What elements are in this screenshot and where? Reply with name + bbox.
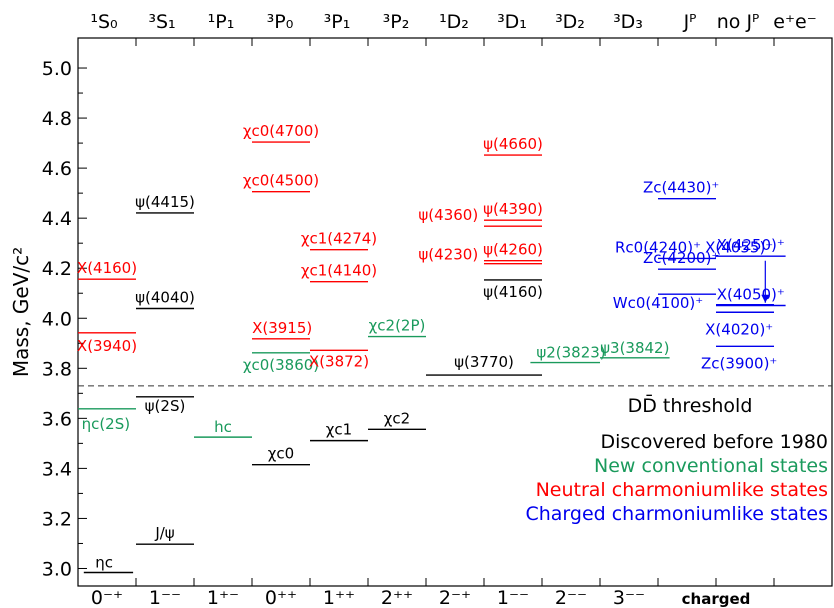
legend-entry: Charged charmoniumlike states [525, 503, 828, 525]
state-label: X(3915) [252, 319, 312, 337]
state-label: ηc [95, 553, 113, 571]
state-label: χc1(4274) [301, 230, 377, 248]
state-label: ψ(4160) [483, 283, 543, 301]
top-column-header: ³D₁ [497, 11, 527, 33]
state-label: ψ(4390) [483, 200, 543, 218]
state-label: ψ(4260) [483, 241, 543, 259]
y-tick-label: 3.4 [42, 458, 72, 480]
y-tick-label: 3.8 [42, 358, 72, 380]
state-label: X(4160) [77, 259, 137, 277]
top-column-header: ¹S₀ [90, 11, 117, 33]
state-label: X(4055)⁺ [705, 239, 773, 257]
top-column-header: ³S₁ [148, 11, 175, 33]
top-column-header: ³D₃ [613, 11, 643, 33]
state-label: ψ(2S) [145, 397, 186, 415]
state-label: ψ2(3823) [536, 344, 605, 362]
top-column-headers: ¹S₀ ³S₁ ¹P₁ ³P₀ ³P₁ ³P₂ ¹D₂ ³D₁ ³D₂ ³D₃ Jᴾ no Jᴾ e⁺e… [90, 11, 816, 33]
state-label: ψ3(3842) [600, 339, 669, 357]
top-column-header: ³P₀ [267, 11, 294, 33]
state-label: X(4050)⁺ [717, 285, 785, 303]
state-label: χc1(4140) [301, 262, 377, 280]
state-label: Zc(3900)⁺ [701, 354, 777, 372]
state-label: χc0(3860) [243, 356, 319, 374]
state-label: ψ(4360) [418, 206, 478, 224]
plot-border [77, 37, 833, 587]
state-label: ψ(3770) [454, 353, 514, 371]
bottom-column-header: 1⁻⁻ [497, 587, 529, 608]
bottom-column-header: 0⁻⁺ [91, 587, 123, 608]
state-label: Rc0(4240)⁺ [615, 238, 701, 256]
bottom-column-header: 2⁻⁻ [555, 587, 587, 608]
top-column-header: ³P₁ [324, 11, 351, 33]
bottom-column-header-charged: charged [682, 590, 751, 608]
state-label: Zc(4430)⁺ [643, 179, 719, 197]
top-column-header: ¹P₁ [208, 11, 235, 33]
y-tick-label: 4.6 [42, 158, 72, 180]
y-tick-label: 3.2 [42, 508, 72, 530]
y-tick-label: 4.2 [42, 258, 72, 280]
state-label: χc2 [384, 409, 410, 427]
y-tick-label: 3.6 [42, 408, 72, 430]
state-label: hc [214, 418, 232, 436]
state-label: X(3872) [309, 352, 369, 370]
dd-threshold: DD̄ threshold [78, 385, 832, 417]
top-column-header: Jᴾ [683, 11, 697, 33]
state-label: ψ(4660) [483, 135, 543, 153]
y-axis: 3.0 3.2 3.4 3.6 3.8 4.0 4.2 4.4 4.6 4.8 5.0 Mass, G… [9, 58, 87, 580]
bottom-column-header: 1⁺⁺ [323, 587, 355, 608]
state-label: ηc(2S) [82, 415, 131, 433]
y-tick-label: 4.4 [42, 208, 72, 230]
bottom-column-header: 1⁻⁻ [149, 587, 181, 608]
y-tick-label: 4.0 [42, 308, 72, 330]
state-label: χc1 [326, 421, 352, 439]
top-column-header: ³D₂ [555, 11, 585, 33]
legend-entry: New conventional states [594, 455, 828, 477]
threshold-label: DD̄ threshold [628, 392, 753, 416]
state-label: χc0 [268, 445, 294, 463]
top-column-header: e⁺e⁻ [773, 11, 816, 33]
top-column-header: no Jᴾ [717, 11, 760, 33]
state-label: Wc0(4100)⁺ [613, 294, 703, 312]
plot-frame [77, 37, 833, 587]
state-label: χc0(4500) [243, 172, 319, 190]
state-label: X(4250)⁺ [717, 236, 785, 254]
arrow-head [761, 294, 770, 303]
bottom-column-header: 1⁺⁻ [207, 587, 239, 608]
state-label: J/ψ [154, 524, 174, 542]
state-label: ψ(4040) [135, 288, 195, 306]
bottom-column-header: 2⁺⁺ [381, 587, 413, 608]
state-label: ψ(4415) [135, 193, 195, 211]
state-label: X(4020)⁺ [705, 320, 773, 338]
state-levels: ηc ηc(2S) X(3940) X(4160) J/ψ ψ(2S) ψ(4040) ψ(4… [77, 122, 786, 574]
top-column-header: ¹D₂ [439, 11, 469, 33]
state-label: X(3940) [77, 337, 137, 355]
legend-entry: Neutral charmoniumlike states [536, 479, 828, 501]
y-axis-label: Mass, GeV/c² [9, 247, 33, 377]
y-tick-label: 4.8 [42, 108, 72, 130]
y-tick-label: 5.0 [42, 58, 72, 80]
bottom-column-header: 3⁻⁻ [613, 587, 645, 608]
bottom-column-header: 0⁺⁺ [265, 587, 297, 608]
bottom-column-header: 2⁻⁺ [439, 587, 471, 608]
state-label: ψ(4230) [418, 246, 478, 264]
legend-entry: Discovered before 1980 [600, 431, 828, 453]
state-label: χc2(2P) [369, 317, 426, 335]
state-label: χc0(4700) [243, 122, 319, 140]
bottom-column-headers: 0⁻⁺ 1⁻⁻ 1⁺⁻ 0⁺⁺ 1⁺⁺ 2⁺⁺ 2⁻⁺ 1⁻⁻ 2⁻⁻ 3⁻⁻ charged [91, 587, 750, 608]
y-tick-label: 3.0 [42, 558, 72, 580]
top-column-header: ³P₂ [383, 11, 410, 33]
